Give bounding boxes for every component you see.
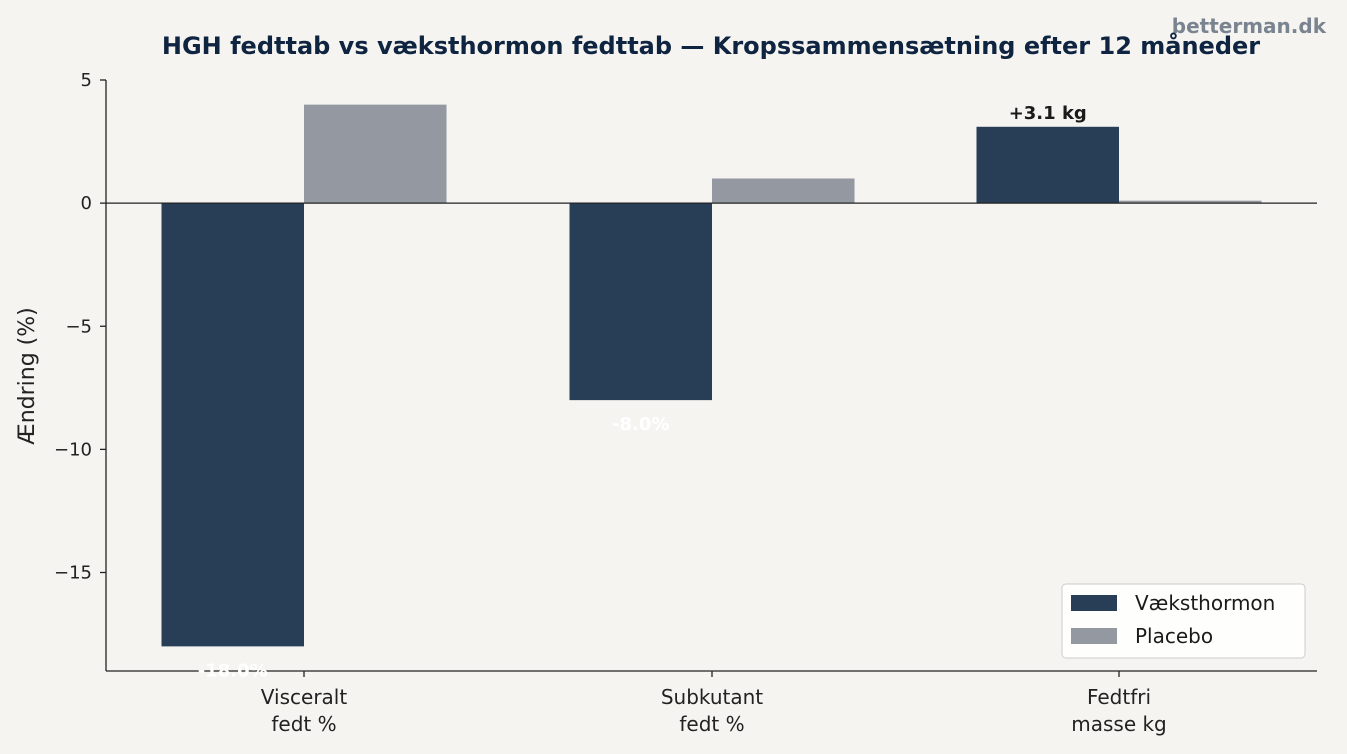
x-tick-label: Subkutant fedt % [661, 685, 763, 736]
data-label: -18.0% [198, 660, 268, 681]
bar-placebo-2 [712, 178, 855, 204]
bar-væksthormon-3 [976, 126, 1119, 204]
x-tick-label-line: Subkutant [661, 685, 763, 709]
x-tick-label: Visceralt fedt % [261, 685, 348, 736]
bar-placebo-1 [304, 104, 447, 204]
bar-placebo-3 [1119, 200, 1262, 204]
y-axis-label: Ændring (%) [15, 307, 40, 444]
watermark: betterman.dk [1172, 14, 1327, 38]
plot-area: 5 0 −5 −10 −15 Visceralt fedt % Subkutant fedt %… [54, 70, 1317, 736]
x-tick-label-line: Visceralt [261, 685, 348, 709]
x-tick-label-line: fedt % [271, 712, 336, 736]
bar-væksthormon-1 [161, 203, 304, 647]
legend-box [1061, 583, 1306, 659]
x-tick-label-line: fedt % [679, 712, 744, 736]
legend-label: Placebo [1135, 624, 1213, 648]
legend-label: Væksthormon [1135, 591, 1275, 615]
x-tick-label: Fedtfri masse kg [1071, 685, 1167, 736]
x-tick-label-line: Fedtfri [1087, 685, 1151, 709]
y-tick-label: −10 [54, 439, 92, 460]
legend: Væksthormon Placebo [1061, 583, 1306, 659]
chart-title: HGH fedttab vs væksthormon fedttab — Kro… [162, 31, 1260, 60]
data-label: -8.0% [612, 414, 669, 435]
y-tick-label: −15 [54, 563, 92, 584]
data-label: +3.1 kg [1009, 103, 1087, 124]
y-tick-label: −5 [65, 316, 92, 337]
y-tick-label: 0 [81, 193, 92, 214]
x-tick-label-line: masse kg [1071, 712, 1167, 736]
legend-swatch [1071, 628, 1117, 644]
y-tick-label: 5 [81, 70, 92, 91]
legend-swatch [1071, 595, 1117, 611]
bar-væksthormon-2 [569, 203, 712, 401]
